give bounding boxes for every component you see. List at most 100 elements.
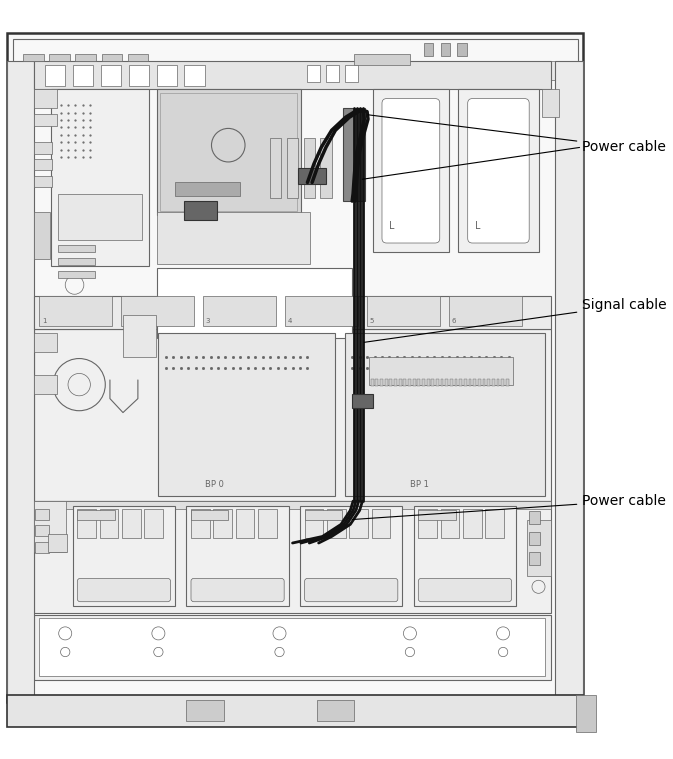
- Bar: [449, 296, 522, 326]
- Bar: [160, 93, 297, 211]
- Bar: [258, 509, 277, 538]
- Bar: [48, 534, 67, 553]
- Bar: [497, 379, 499, 386]
- Bar: [58, 245, 95, 252]
- Bar: [102, 54, 122, 61]
- Bar: [485, 509, 504, 538]
- Bar: [34, 115, 57, 126]
- Bar: [184, 65, 205, 86]
- Bar: [34, 213, 50, 259]
- Text: Power cable: Power cable: [368, 115, 666, 154]
- FancyBboxPatch shape: [191, 578, 284, 602]
- Bar: [51, 90, 149, 266]
- Bar: [101, 65, 121, 86]
- Bar: [191, 509, 209, 538]
- Bar: [455, 379, 458, 386]
- Bar: [459, 379, 462, 386]
- FancyBboxPatch shape: [77, 578, 170, 602]
- Bar: [7, 61, 34, 695]
- Text: Power cable: Power cable: [352, 494, 666, 519]
- Bar: [371, 379, 374, 386]
- Bar: [380, 379, 383, 386]
- Text: L: L: [390, 221, 395, 231]
- Bar: [345, 65, 358, 82]
- Bar: [49, 54, 70, 61]
- Bar: [458, 43, 467, 55]
- Bar: [506, 379, 509, 386]
- Bar: [34, 375, 57, 394]
- Bar: [13, 61, 577, 80]
- Bar: [58, 194, 141, 240]
- Text: 1: 1: [42, 318, 46, 324]
- Bar: [24, 54, 44, 61]
- Bar: [492, 379, 495, 386]
- Bar: [390, 379, 392, 386]
- Bar: [58, 271, 95, 279]
- Bar: [236, 509, 254, 538]
- Bar: [464, 379, 467, 386]
- Bar: [285, 296, 358, 326]
- Bar: [73, 65, 93, 86]
- Bar: [305, 510, 342, 520]
- Bar: [436, 379, 439, 386]
- FancyBboxPatch shape: [468, 99, 529, 243]
- Bar: [157, 213, 310, 263]
- Bar: [39, 296, 112, 326]
- Bar: [34, 501, 66, 553]
- Bar: [403, 379, 406, 386]
- Bar: [431, 379, 434, 386]
- Bar: [450, 379, 453, 386]
- Bar: [122, 509, 141, 538]
- Bar: [34, 90, 57, 108]
- Bar: [419, 510, 456, 520]
- Bar: [327, 509, 346, 538]
- Bar: [34, 143, 52, 153]
- Bar: [308, 65, 320, 82]
- Bar: [385, 379, 388, 386]
- Text: Signal cable: Signal cable: [364, 298, 667, 342]
- Bar: [463, 509, 482, 538]
- Bar: [414, 505, 516, 606]
- Bar: [270, 137, 281, 198]
- Bar: [145, 509, 163, 538]
- Bar: [376, 379, 378, 386]
- Bar: [304, 137, 315, 198]
- Bar: [501, 379, 504, 386]
- Bar: [34, 61, 551, 90]
- Bar: [468, 379, 471, 386]
- Bar: [399, 379, 402, 386]
- Bar: [529, 553, 540, 565]
- Text: 5: 5: [370, 318, 374, 324]
- Bar: [555, 61, 583, 695]
- Bar: [427, 379, 429, 386]
- Bar: [123, 315, 155, 357]
- Bar: [157, 90, 301, 215]
- Bar: [213, 509, 232, 538]
- FancyBboxPatch shape: [305, 578, 398, 602]
- Bar: [446, 379, 448, 386]
- Bar: [287, 137, 298, 198]
- Bar: [441, 379, 444, 386]
- Bar: [343, 108, 365, 201]
- Bar: [441, 509, 459, 538]
- Bar: [394, 379, 397, 386]
- Text: BP 0: BP 0: [205, 480, 224, 489]
- Bar: [36, 525, 49, 537]
- Text: 3: 3: [206, 318, 211, 324]
- Bar: [422, 379, 425, 386]
- Bar: [300, 505, 402, 606]
- Bar: [369, 357, 513, 385]
- Bar: [128, 54, 148, 61]
- Bar: [186, 701, 223, 721]
- Bar: [36, 542, 49, 553]
- Bar: [175, 182, 240, 197]
- Bar: [529, 512, 540, 524]
- Bar: [158, 333, 335, 496]
- Bar: [354, 54, 410, 65]
- Bar: [203, 296, 276, 326]
- Bar: [424, 43, 433, 55]
- Text: 4: 4: [288, 318, 292, 324]
- Bar: [419, 509, 437, 538]
- Bar: [458, 90, 538, 252]
- Text: 6: 6: [452, 318, 456, 324]
